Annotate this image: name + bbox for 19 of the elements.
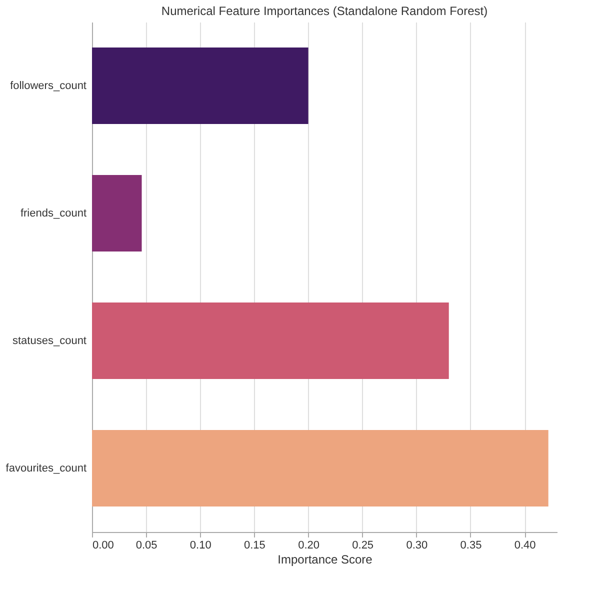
bar xyxy=(92,430,548,506)
x-tick-label: 0.15 xyxy=(244,540,266,552)
chart-title: Numerical Feature Importances (Standalone Random Forest) xyxy=(161,4,488,18)
x-tick-label: 0.10 xyxy=(190,540,212,552)
bar xyxy=(92,302,449,379)
y-tick-label: statuses_count xyxy=(12,334,86,347)
x-tick-label: 0.30 xyxy=(406,540,428,552)
x-tick-label: 0.05 xyxy=(136,540,158,552)
x-tick-label: 0.25 xyxy=(352,540,374,552)
y-tick-label: favourites_count xyxy=(6,462,86,474)
x-tick-label: 0.35 xyxy=(460,540,482,552)
x-axis-title: Importance Score xyxy=(278,552,373,566)
x-tick-label: 0.40 xyxy=(514,540,536,552)
bar xyxy=(92,175,142,252)
y-tick-label: followers_count xyxy=(10,80,86,92)
x-tick-label: 0.00 xyxy=(92,540,114,552)
bar xyxy=(92,48,308,124)
y-tick-label: friends_count xyxy=(20,207,86,220)
x-tick-label: 0.20 xyxy=(298,540,320,552)
